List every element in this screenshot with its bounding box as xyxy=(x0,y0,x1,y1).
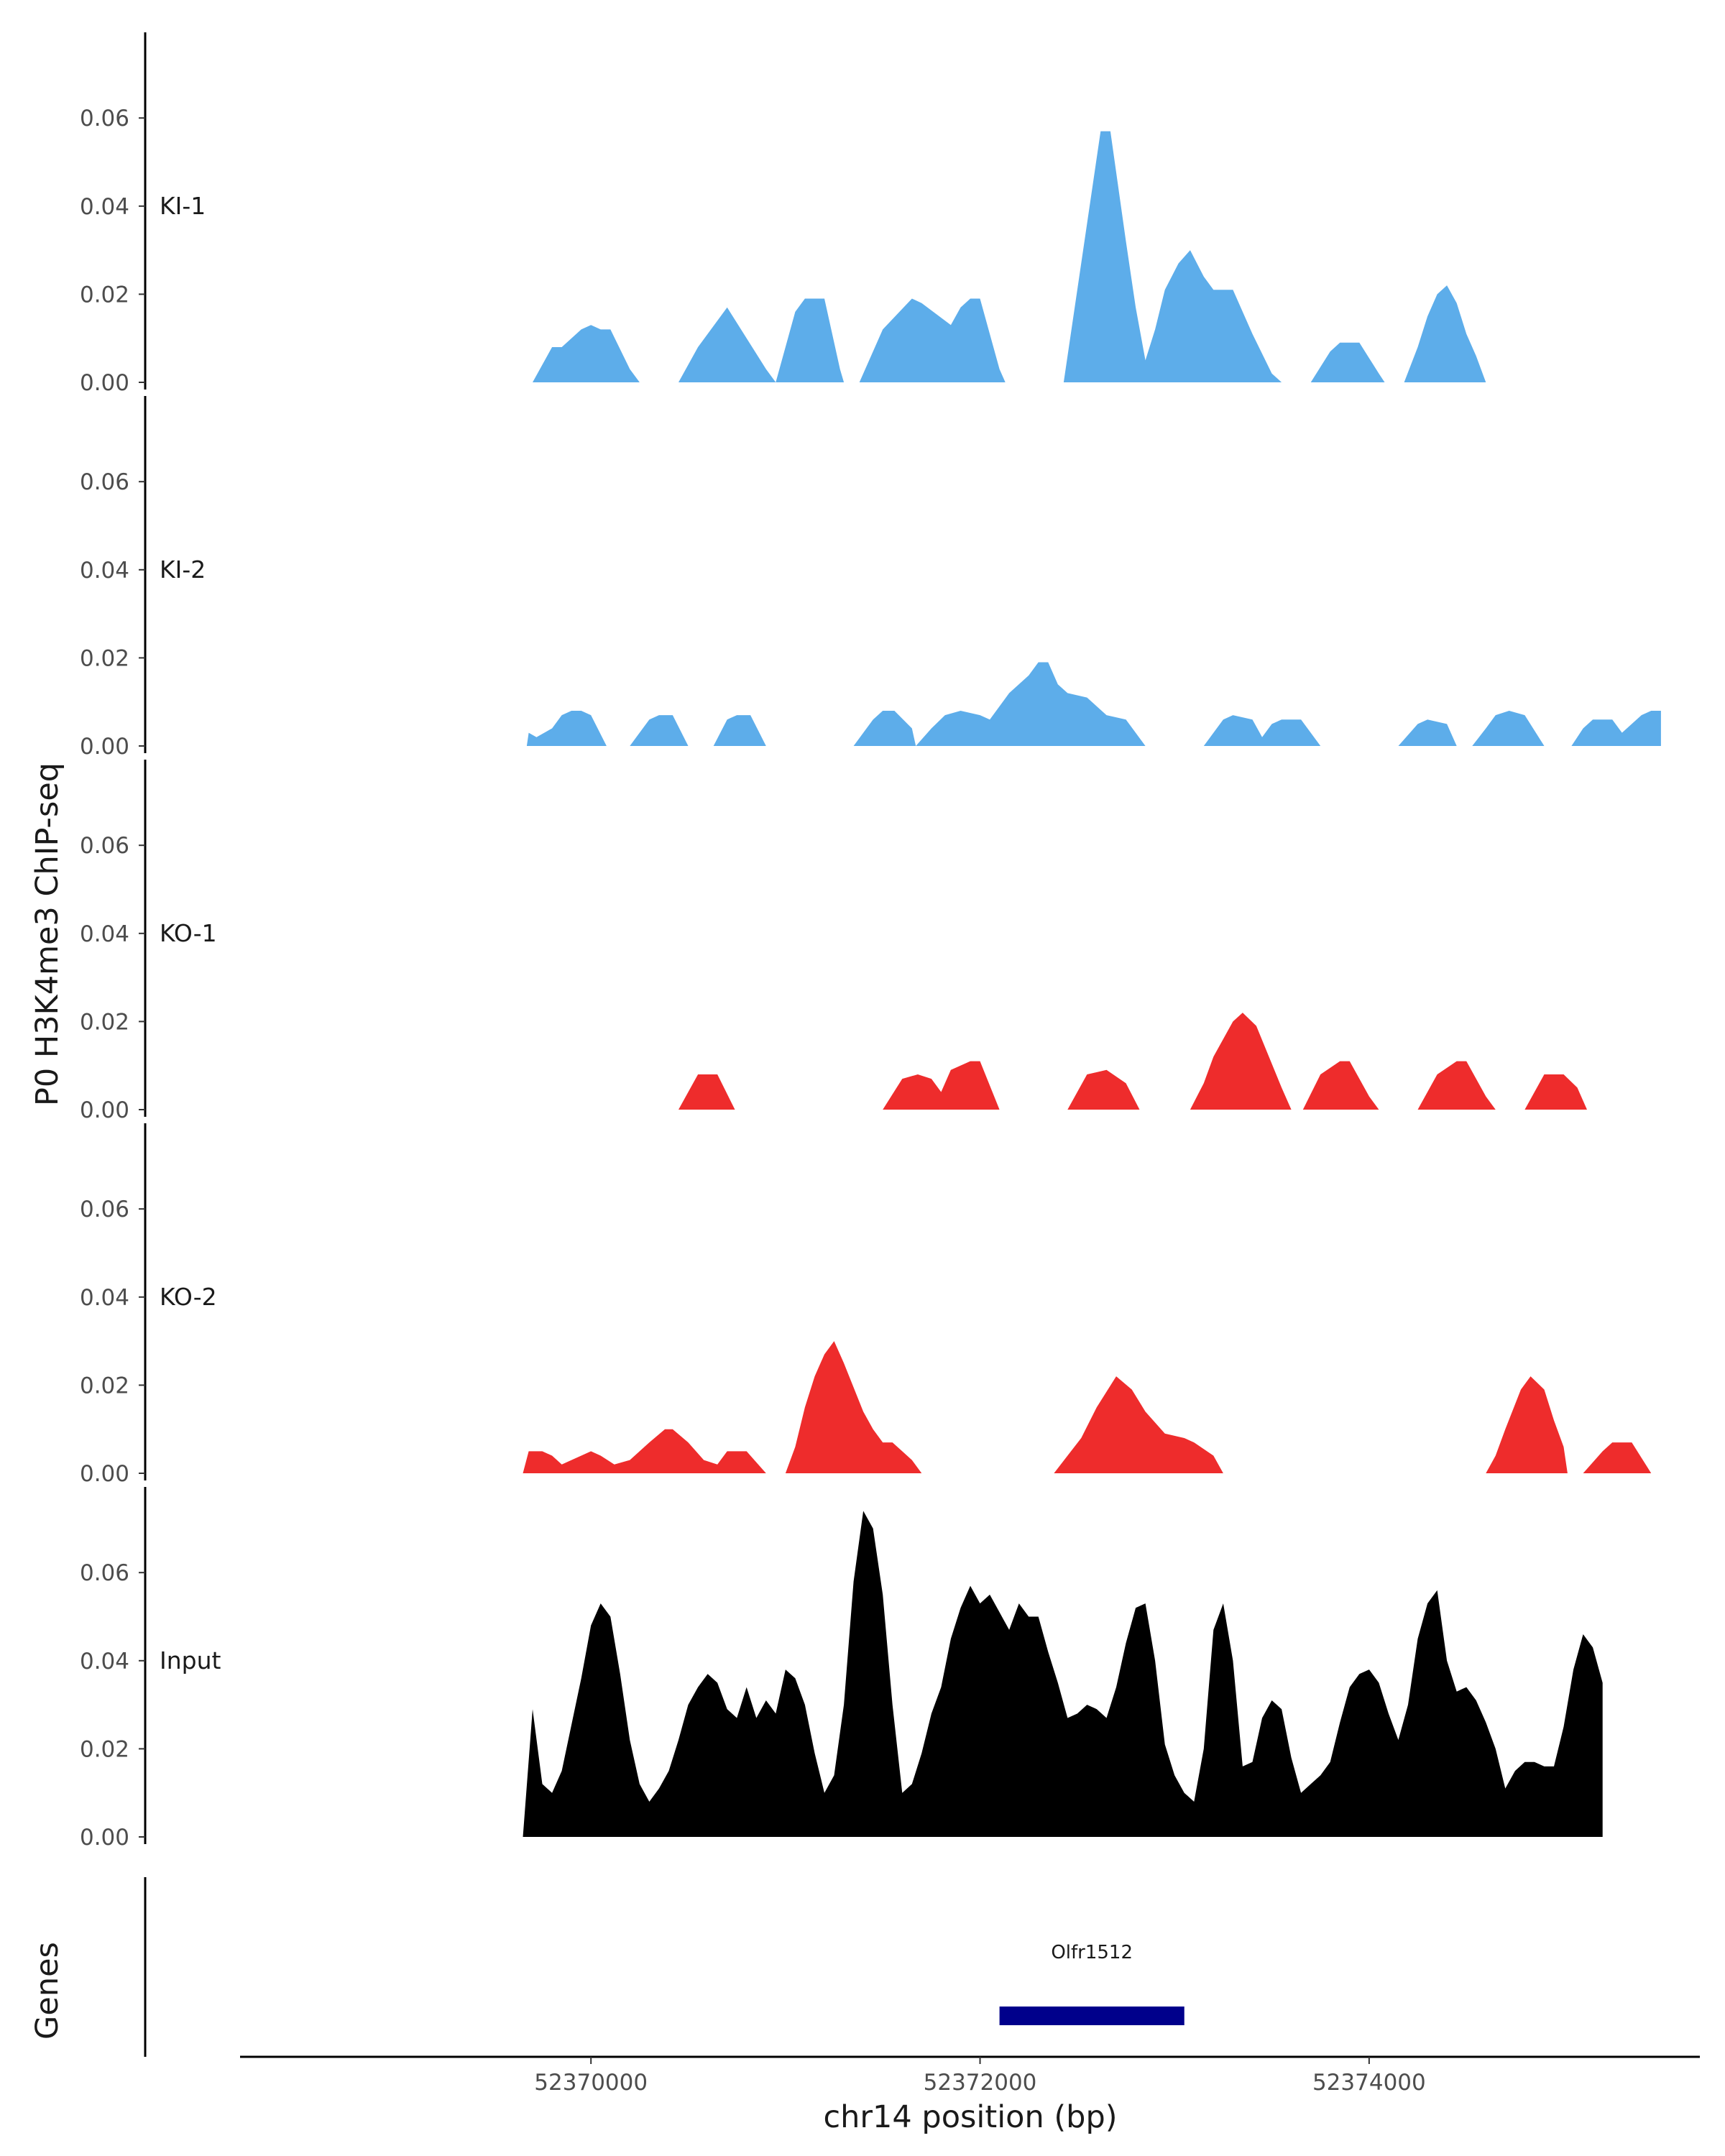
gene-body xyxy=(999,2007,1184,2025)
track-input-y-tick-label: 0.02 xyxy=(80,1736,129,1762)
track-ki-1-y-tick-label: 0.04 xyxy=(80,194,129,220)
track-ko-2-y-tick-label: 0.06 xyxy=(80,1197,129,1222)
track-ko-1-y-tick-label: 0.04 xyxy=(80,921,129,947)
track-input-y-tick-label: 0.06 xyxy=(80,1560,129,1586)
track-ko-2-peak xyxy=(523,1429,766,1473)
track-ki-1-peak xyxy=(776,298,845,382)
track-ki-2-y-tick-label: 0.04 xyxy=(80,558,129,584)
gene-track-title: Genes xyxy=(29,1942,65,2040)
track-ki-2-peak xyxy=(1571,711,1661,746)
track-ki-1-peak xyxy=(1310,342,1385,382)
track-ki-1-y-tick-label: 0.06 xyxy=(80,106,129,132)
track-ki-2-peak xyxy=(713,715,766,746)
track-ko-2-peak xyxy=(1486,1376,1568,1473)
track-label: KO-1 xyxy=(160,919,217,947)
track-ki-1-peak xyxy=(533,325,640,382)
track-ki-2-peak xyxy=(526,711,607,746)
track-ki-1-y-tick-label: 0.02 xyxy=(80,282,129,308)
track-ki-2-y-tick-label: 0.02 xyxy=(80,645,129,671)
track-ki-1-peak xyxy=(1063,131,1282,382)
track-ko-1-peak xyxy=(678,1074,735,1110)
track-ko-1-y-tick-label: 0.00 xyxy=(80,1097,129,1123)
track-ko-1-peak xyxy=(1302,1061,1379,1110)
track-input-y-tick-label: 0.00 xyxy=(80,1825,129,1851)
x-axis: 52370000 52372000 52374000 xyxy=(240,2055,1700,2096)
track-ko-2-y-tick-label: 0.02 xyxy=(80,1373,129,1399)
track-ko-2-peak xyxy=(1583,1442,1652,1473)
track-ki-2-y-tick-label: 0.06 xyxy=(80,469,129,495)
gene-track: Olfr1512 xyxy=(144,1877,1184,2057)
track-ko-1-peak xyxy=(1524,1074,1587,1110)
track-ki-1: 0.00 0.02 0.04 0.06 KI-1 xyxy=(80,32,1486,396)
track-ko-2-peak xyxy=(785,1341,922,1473)
track-label: KO-2 xyxy=(160,1283,217,1311)
track-ki-2-y-tick-label: 0.00 xyxy=(80,734,129,760)
track-input: 0.00 0.02 0.04 0.06 Input xyxy=(80,1487,1603,1851)
track-ki-2-peak xyxy=(916,662,1146,746)
x-tick-label: 52374000 xyxy=(1312,2070,1426,2096)
signal-tracks: 0.00 0.02 0.04 0.06 KI-1 0.00 0.02 0.04 0.06 KI-2… xyxy=(80,32,1661,1851)
track-ko-2-y-tick-label: 0.00 xyxy=(80,1461,129,1487)
x-tick-label: 52372000 xyxy=(924,2070,1037,2096)
track-label: KI-1 xyxy=(160,192,206,220)
track-ko-1-y-tick-label: 0.02 xyxy=(80,1009,129,1035)
gene-label: Olfr1512 xyxy=(1051,1942,1133,1963)
track-label: KI-2 xyxy=(160,556,206,584)
track-ki-2-peak xyxy=(1472,711,1545,746)
track-ko-1-y-tick-label: 0.06 xyxy=(80,833,129,859)
track-ki-2-peak xyxy=(853,711,916,746)
track-ko-1-peak xyxy=(1190,1013,1292,1110)
track-ki-2-peak xyxy=(1398,719,1457,746)
track-ko-1: 0.00 0.02 0.04 0.06 KO-1 xyxy=(80,760,1587,1123)
track-ko-2-peak xyxy=(1054,1376,1223,1473)
track-input-peak xyxy=(523,1511,1603,1837)
track-ko-2: 0.00 0.02 0.04 0.06 KO-2 xyxy=(80,1123,1652,1487)
track-ki-2-peak xyxy=(1203,715,1321,746)
track-ki-1-peak xyxy=(859,298,1006,382)
track-ko-1-peak xyxy=(1067,1069,1140,1110)
track-ki-2-peak xyxy=(630,715,689,746)
track-input-y-tick-label: 0.04 xyxy=(80,1649,129,1674)
y-axis-title: P0 H3K4me3 ChIP-seq xyxy=(29,763,65,1106)
track-ko-1-peak xyxy=(883,1061,1000,1110)
track-ki-1-peak xyxy=(1404,285,1486,382)
track-ki-1-peak xyxy=(678,307,776,382)
x-tick-label: 52370000 xyxy=(534,2070,648,2096)
track-ko-2-y-tick-label: 0.04 xyxy=(80,1285,129,1311)
track-ki-2: 0.00 0.02 0.04 0.06 KI-2 xyxy=(80,396,1661,760)
track-ki-1-y-tick-label: 0.00 xyxy=(80,370,129,396)
x-axis-title: chr14 position (bp) xyxy=(823,2099,1117,2135)
track-ko-1-peak xyxy=(1417,1061,1496,1110)
track-label: Input xyxy=(160,1646,221,1674)
